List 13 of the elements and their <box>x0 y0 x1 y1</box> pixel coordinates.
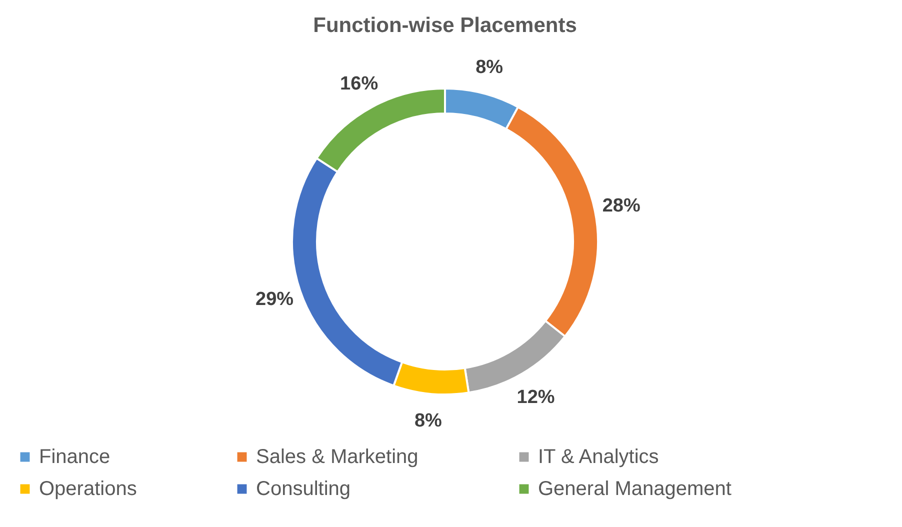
legend-label: IT & Analytics <box>538 446 659 468</box>
legend-label: Consulting <box>256 478 351 500</box>
data-label: 16% <box>340 73 378 94</box>
data-label: 28% <box>602 195 640 216</box>
chart-title: Function-wise Placements <box>313 14 577 37</box>
legend-label: Finance <box>39 446 110 468</box>
data-label: 29% <box>256 289 294 310</box>
legend-label: General Management <box>538 478 732 500</box>
legend-label: Operations <box>39 478 137 500</box>
data-label: 8% <box>476 57 504 78</box>
data-label: 12% <box>516 386 555 408</box>
data-label: 8% <box>414 410 442 432</box>
legend-label: Sales & Marketing <box>256 446 418 468</box>
